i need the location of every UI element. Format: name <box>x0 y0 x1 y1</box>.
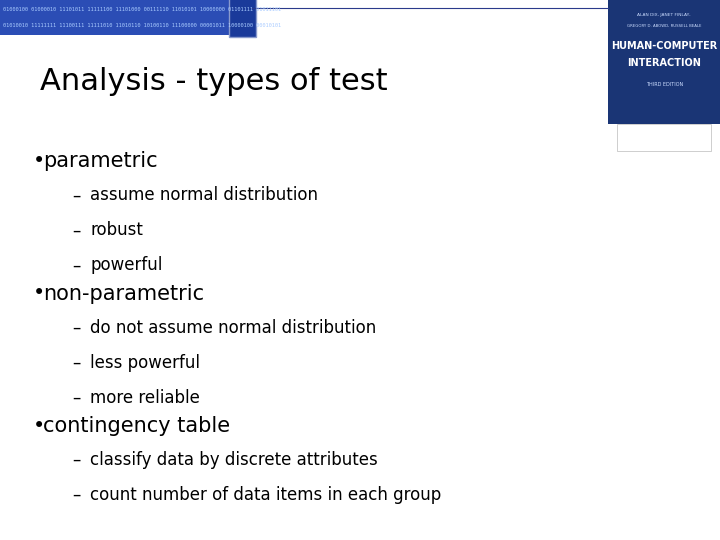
Text: assume normal distribution: assume normal distribution <box>90 186 318 204</box>
Text: –: – <box>72 319 81 336</box>
Text: –: – <box>72 186 81 204</box>
Text: robust: robust <box>90 221 143 239</box>
Text: less powerful: less powerful <box>90 354 200 372</box>
Text: Analysis - types of test: Analysis - types of test <box>40 68 387 97</box>
Text: –: – <box>72 221 81 239</box>
Text: do not assume normal distribution: do not assume normal distribution <box>90 319 377 336</box>
Text: THIRD EDITION: THIRD EDITION <box>646 82 683 87</box>
Text: GREGORY D. ABOWD, RUSSELL BEALE: GREGORY D. ABOWD, RUSSELL BEALE <box>627 24 701 28</box>
Text: –: – <box>72 389 81 407</box>
FancyBboxPatch shape <box>229 0 256 37</box>
Text: parametric: parametric <box>43 151 158 171</box>
Text: •: • <box>32 284 45 303</box>
Text: –: – <box>72 451 81 469</box>
FancyBboxPatch shape <box>617 124 711 151</box>
Text: ALAN DIX, JANET FINLAY,: ALAN DIX, JANET FINLAY, <box>637 13 691 17</box>
Text: INTERACTION: INTERACTION <box>627 58 701 69</box>
Text: 01000100 01000010 11101011 11111100 11101000 00111110 11010101 10000000 01101111: 01000100 01000010 11101011 11111100 1110… <box>3 8 281 12</box>
Text: •: • <box>32 151 45 171</box>
FancyBboxPatch shape <box>0 0 256 35</box>
Text: –: – <box>72 486 81 504</box>
Text: count number of data items in each group: count number of data items in each group <box>90 486 441 504</box>
Text: contingency table: contingency table <box>43 416 230 436</box>
Text: –: – <box>72 354 81 372</box>
Text: 01010010 11111111 11100111 11111010 11010110 10100110 11100000 00001011 10000100: 01010010 11111111 11100111 11111010 1101… <box>3 23 281 28</box>
Text: powerful: powerful <box>90 256 163 274</box>
Text: more reliable: more reliable <box>90 389 200 407</box>
Text: –: – <box>72 256 81 274</box>
Text: non-parametric: non-parametric <box>43 284 204 303</box>
Text: HUMAN-COMPUTER: HUMAN-COMPUTER <box>611 41 717 51</box>
Text: classify data by discrete attributes: classify data by discrete attributes <box>90 451 378 469</box>
FancyBboxPatch shape <box>608 0 720 124</box>
Text: •: • <box>32 416 45 436</box>
